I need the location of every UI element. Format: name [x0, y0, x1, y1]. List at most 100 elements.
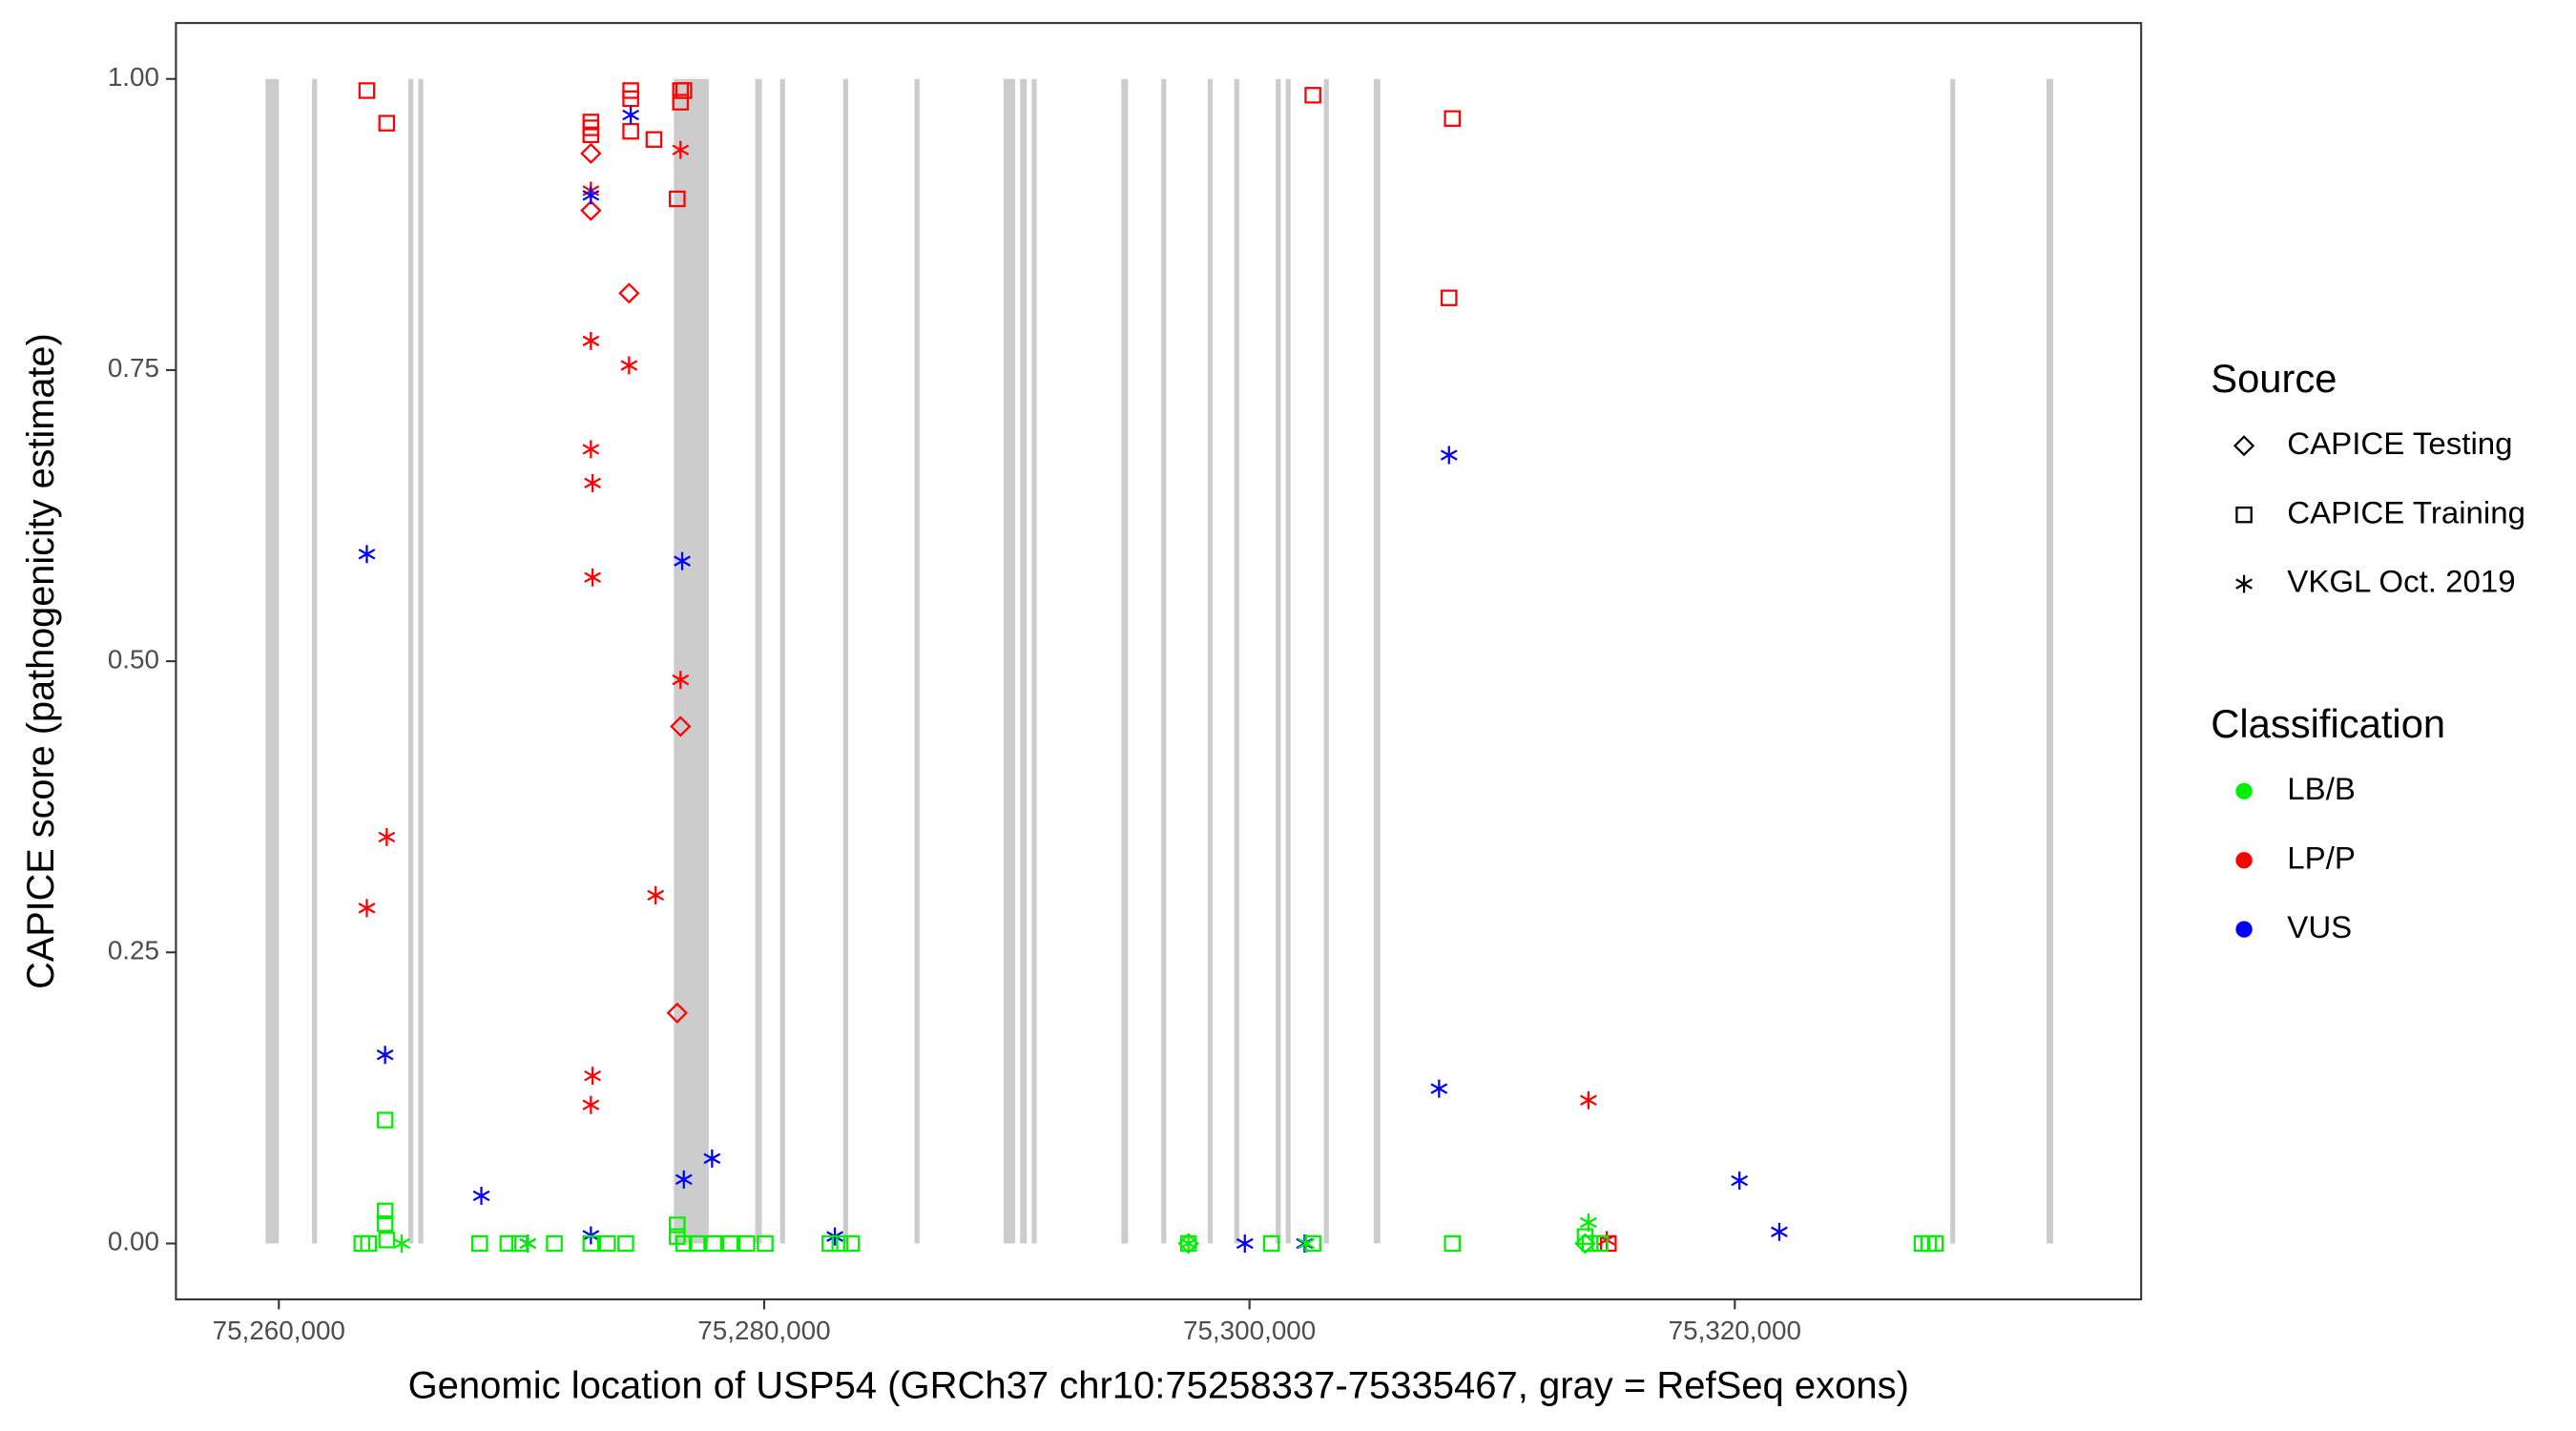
legend-symbol — [2235, 921, 2253, 938]
point — [645, 131, 663, 148]
x-tick-label: 75,260,000 — [213, 1316, 345, 1345]
point — [672, 140, 690, 159]
exon-band — [1020, 78, 1028, 1244]
point — [1236, 1234, 1254, 1253]
point — [674, 551, 691, 570]
legend-title: Classification — [2211, 701, 2445, 746]
point — [675, 82, 693, 99]
legend-label: LP/P — [2287, 840, 2356, 876]
point — [472, 1186, 490, 1205]
exon-band — [1373, 78, 1381, 1244]
point — [598, 1234, 616, 1253]
exon-band — [1950, 78, 1956, 1244]
legend-symbol — [2235, 782, 2253, 799]
y-tick-label: 1.00 — [108, 62, 159, 92]
point — [470, 1234, 488, 1253]
y-tick-label: 0.25 — [108, 936, 159, 965]
exon-band — [2046, 78, 2054, 1244]
point — [647, 885, 665, 904]
point — [831, 1234, 849, 1253]
point — [821, 1234, 839, 1253]
point — [358, 545, 376, 564]
exon-band — [1003, 78, 1016, 1244]
point — [582, 126, 600, 144]
legend-symbol — [2235, 574, 2253, 593]
point — [580, 199, 602, 221]
point — [1440, 446, 1458, 465]
legend-symbol — [2235, 506, 2253, 524]
point — [376, 1111, 394, 1129]
point — [1771, 1222, 1788, 1241]
point — [1440, 289, 1458, 306]
exon-band — [914, 78, 920, 1244]
point — [584, 473, 601, 492]
point — [499, 1234, 517, 1253]
y-tick-label: 0.75 — [108, 353, 159, 383]
point — [376, 1046, 394, 1065]
exon-band — [674, 78, 709, 1244]
y-tick-label: 0.00 — [108, 1227, 159, 1256]
point — [1580, 1213, 1597, 1232]
point — [622, 90, 639, 108]
x-tick-label: 75,300,000 — [1183, 1316, 1316, 1345]
point — [703, 1149, 721, 1168]
exon-band — [418, 78, 424, 1244]
point — [1731, 1172, 1749, 1191]
point — [672, 671, 690, 690]
point — [546, 1234, 563, 1253]
exon-band — [1285, 78, 1291, 1244]
point — [1444, 110, 1462, 127]
point — [582, 1095, 600, 1114]
point — [580, 142, 602, 164]
point — [842, 1234, 861, 1253]
legend-title: Source — [2211, 356, 2337, 401]
point — [519, 1234, 537, 1253]
point — [669, 190, 686, 208]
exon-band — [1276, 78, 1281, 1244]
exon-band — [1161, 78, 1167, 1244]
point — [705, 1234, 722, 1253]
point — [1581, 1234, 1599, 1253]
plot-area — [265, 78, 2054, 1255]
point — [1574, 1233, 1596, 1255]
point — [376, 1215, 394, 1233]
exon-band — [1323, 78, 1329, 1244]
exon-band — [1121, 78, 1129, 1244]
x-axis-title: Genomic location of USP54 (GRCh37 chr10:… — [408, 1365, 1909, 1407]
point — [360, 1234, 378, 1253]
exon-band — [407, 78, 414, 1244]
point — [358, 899, 376, 918]
exon-band — [755, 78, 762, 1244]
exon-band — [842, 78, 848, 1244]
point — [1926, 1234, 1944, 1253]
exon-band — [779, 78, 785, 1244]
point — [666, 1002, 688, 1024]
x-tick-label: 75,320,000 — [1669, 1316, 1801, 1345]
point — [378, 114, 396, 132]
point — [675, 1234, 693, 1253]
legend-label: CAPICE Testing — [2287, 425, 2512, 461]
point — [1262, 1234, 1280, 1253]
point — [582, 440, 600, 459]
point — [582, 331, 600, 350]
point — [622, 122, 639, 140]
point — [582, 1234, 600, 1253]
point — [669, 1216, 686, 1234]
legend-label: VUS — [2287, 909, 2352, 944]
exon-band — [265, 78, 280, 1244]
point — [1430, 1079, 1448, 1098]
point — [622, 106, 639, 125]
point — [620, 356, 638, 375]
exon-band — [1207, 78, 1214, 1244]
point — [584, 1067, 601, 1086]
point — [1304, 87, 1321, 104]
point — [757, 1234, 774, 1253]
legend-label: LB/B — [2287, 771, 2356, 806]
exon-band — [1031, 78, 1037, 1244]
y-tick-label: 0.50 — [108, 644, 159, 674]
point — [1580, 1090, 1597, 1110]
point — [376, 1202, 394, 1219]
point — [1177, 1233, 1199, 1255]
x-tick-label: 75,280,000 — [697, 1316, 830, 1345]
